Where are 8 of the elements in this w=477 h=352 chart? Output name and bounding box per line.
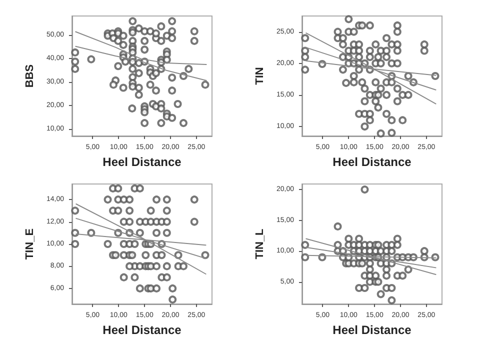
x-axis-title: Heel Distance — [332, 155, 412, 169]
x-axis-title: Heel Distance — [102, 323, 182, 337]
x-axis-title: Heel Distance — [332, 323, 412, 337]
y-axis-title: TIN_E — [24, 228, 36, 260]
y-axis-title: TIN — [254, 67, 266, 85]
y-axis-title: TIN_L — [254, 228, 266, 260]
x-axis-title: Heel Distance — [102, 155, 182, 169]
y-axis-title: BBS — [24, 64, 36, 88]
